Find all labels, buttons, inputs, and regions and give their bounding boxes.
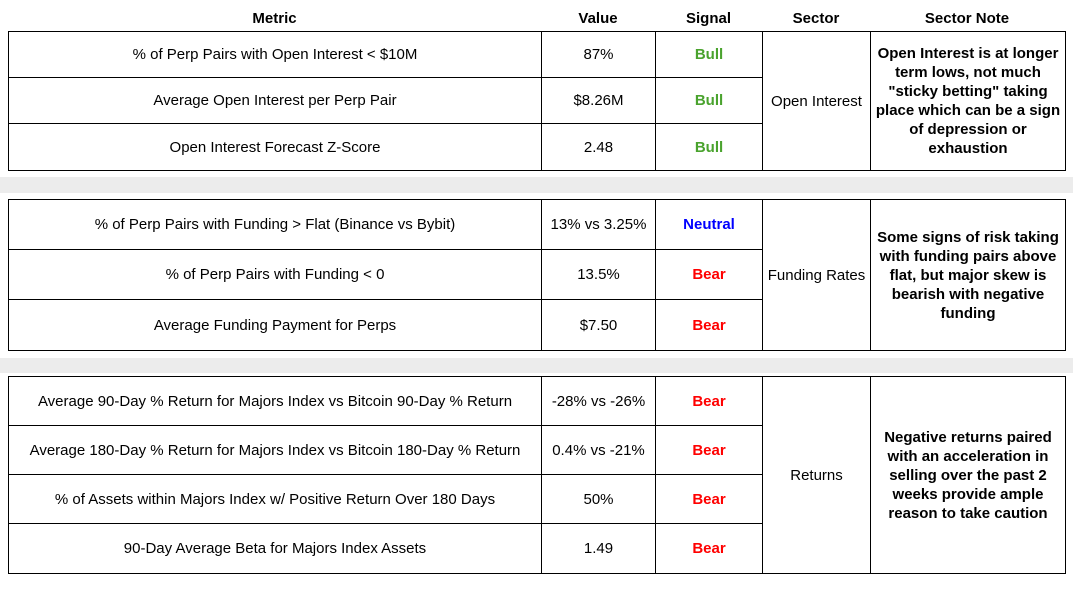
signal-cell: Bear	[656, 426, 763, 475]
separator-band	[0, 177, 1073, 193]
value-cell: $8.26M	[542, 78, 656, 124]
metric-cell: % of Perp Pairs with Open Interest < $10…	[9, 32, 542, 78]
value-cell: 1.49	[542, 524, 656, 573]
signal-cell: Bull	[656, 32, 763, 78]
group-returns: Returns Negative returns paired with an …	[8, 376, 1066, 574]
value-cell: 13.5%	[542, 250, 656, 300]
signal-cell: Bear	[656, 475, 763, 524]
group-funding-rates: Funding Rates Some signs of risk taking …	[8, 199, 1066, 351]
signal-cell: Bear	[656, 300, 763, 350]
separator-band	[0, 358, 1073, 373]
metric-cell: % of Perp Pairs with Funding > Flat (Bin…	[9, 200, 542, 250]
signal-cell: Bull	[656, 124, 763, 170]
sector-cell: Funding Rates	[763, 200, 871, 350]
sector-note-cell: Open Interest is at longer term lows, no…	[875, 45, 1061, 157]
signal-cell: Bear	[656, 250, 763, 300]
metric-cell: Average Funding Payment for Perps	[9, 300, 542, 350]
value-cell: 50%	[542, 475, 656, 524]
metric-cell: Average 90-Day % Return for Majors Index…	[9, 377, 542, 426]
metric-cell: 90-Day Average Beta for Majors Index Ass…	[9, 524, 542, 573]
group-open-interest: Open Interest Open Interest is at longer…	[8, 31, 1066, 171]
value-cell: 13% vs 3.25%	[542, 200, 656, 250]
metric-cell: % of Assets within Majors Index w/ Posit…	[9, 475, 542, 524]
value-cell: 87%	[542, 32, 656, 78]
header-sector: Sector	[792, 9, 840, 27]
sector-note-cell: Negative returns paired with an accelera…	[884, 428, 1052, 522]
sector-note-cell: Some signs of risk taking with funding p…	[877, 228, 1059, 322]
header-signal: Signal	[685, 9, 731, 27]
value-cell: 0.4% vs -21%	[542, 426, 656, 475]
header-metric: Metric	[252, 9, 297, 27]
header-sector-note: Sector Note	[924, 9, 1010, 27]
sector-cell: Open Interest	[763, 32, 871, 170]
signal-cell: Neutral	[656, 200, 763, 250]
metric-cell: Average Open Interest per Perp Pair	[9, 78, 542, 124]
header-value: Value	[578, 9, 618, 27]
value-cell: $7.50	[542, 300, 656, 350]
signal-cell: Bear	[656, 524, 763, 573]
metric-cell: % of Perp Pairs with Funding < 0	[9, 250, 542, 300]
signal-cell: Bear	[656, 377, 763, 426]
sector-cell: Returns	[763, 377, 871, 573]
metric-cell: Average 180-Day % Return for Majors Inde…	[9, 426, 542, 475]
table-header: Metric Value Signal Sector Sector Note	[8, 6, 1064, 30]
metric-cell: Open Interest Forecast Z-Score	[9, 124, 542, 170]
value-cell: -28% vs -26%	[542, 377, 656, 426]
signal-cell: Bull	[656, 78, 763, 124]
value-cell: 2.48	[542, 124, 656, 170]
